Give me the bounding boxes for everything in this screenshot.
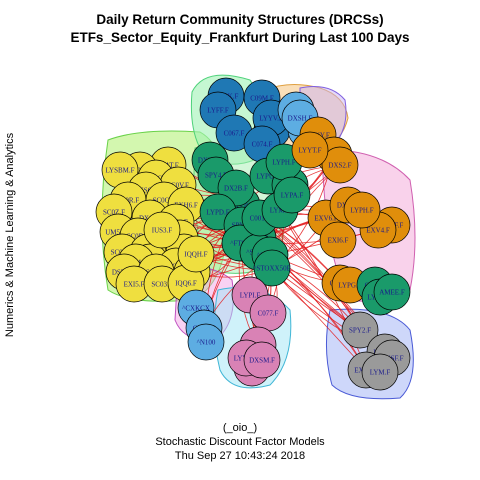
node-label: EXH6.F — [174, 202, 198, 210]
node-label: SC0Z.F — [103, 209, 125, 217]
graph-node[interactable]: IUS3.F — [143, 211, 181, 249]
graph-node[interactable]: LYPA.F — [273, 176, 311, 214]
node-label: DXSH.F — [288, 115, 313, 123]
chart-title-line1: Daily Return Community Structures (DRCSs… — [96, 12, 384, 27]
node-label: LYPH.F — [272, 159, 295, 167]
node-label: C09M.F — [250, 95, 274, 103]
node-circle — [291, 131, 329, 169]
graph-node[interactable]: C077.F — [249, 294, 287, 332]
node-label: ^STOXX50E — [253, 265, 291, 273]
node-label: IQQH.F — [184, 251, 207, 259]
node-label: UM5X.F — [105, 229, 131, 237]
nodes: STAT.FSC0U.FXDSO.FLYSBM.FSC0V.FDXSO.FSC0… — [95, 77, 411, 391]
node-circle — [321, 146, 359, 184]
node-label: SC0Q.F — [153, 197, 176, 205]
node-label: DX2B.F — [224, 185, 248, 193]
node-label: LYPD.F — [206, 209, 229, 217]
node-label: EXI6.F — [328, 237, 349, 245]
node-label: ^N100 — [197, 339, 216, 347]
node-label: LYM.F — [370, 369, 391, 377]
node-circle — [243, 341, 281, 379]
node-label: AMEE.F — [379, 289, 405, 297]
node-circle — [253, 249, 291, 287]
node-circle — [341, 311, 379, 349]
chart-title-line2: ETFs_Sector_Equity_Frankfurt During Last… — [70, 30, 410, 45]
node-circle — [177, 235, 215, 273]
graph-node[interactable]: DXSM.F — [243, 341, 281, 379]
node-label: LYPA.F — [281, 192, 304, 200]
node-label: DXSM.F — [249, 357, 275, 365]
graph-node[interactable]: IQQH.F — [177, 235, 215, 273]
graph-node[interactable]: DXS2.F — [321, 146, 359, 184]
graph-node[interactable]: ^N100 — [187, 323, 225, 361]
node-circle — [143, 211, 181, 249]
node-label: LYYV.F — [259, 115, 283, 123]
graph-node[interactable]: LYPH.F — [343, 191, 381, 229]
node-label: C077.F — [258, 310, 279, 318]
node-label: LYPG.F — [338, 282, 361, 290]
node-label: LYPP.F — [231, 202, 252, 210]
node-label: EXI5.F — [124, 281, 145, 289]
caption-line2: Stochastic Discount Factor Models — [155, 436, 325, 448]
node-label: LYPI.F — [240, 292, 261, 300]
node-label: SC03.F — [151, 281, 172, 289]
node-label: EXV6.F — [314, 215, 338, 223]
node-label: LYFF.F — [207, 107, 229, 115]
node-label: DXS2.F — [328, 162, 351, 170]
node-label: C001.F — [250, 215, 271, 223]
node-circle — [273, 176, 311, 214]
node-circle — [343, 191, 381, 229]
node-label: LYM.F — [270, 207, 291, 215]
node-label: LYPH.F — [350, 207, 373, 215]
graph-node[interactable]: LYM.F — [361, 353, 399, 391]
node-circle — [361, 353, 399, 391]
node-label: SC0V.F — [167, 182, 189, 190]
node-label: LYPU.F — [256, 173, 279, 181]
node-label: SPY2.F — [349, 327, 371, 335]
node-circle — [319, 221, 357, 259]
graph-node[interactable]: ^STOXX50E — [253, 249, 291, 287]
node-label: ^CXKCX — [182, 305, 210, 313]
node-label: LYYT.F — [298, 147, 321, 155]
graph-node[interactable]: AMEE.F — [373, 273, 411, 311]
graph-node[interactable]: SPY2.F — [341, 311, 379, 349]
node-label: ^FTSE — [230, 240, 250, 248]
node-label: LYSBM.F — [105, 167, 134, 175]
caption-line1: (_oio_) — [222, 422, 258, 434]
node-label: DXSO.F — [134, 187, 159, 195]
node-label: C067.F — [224, 130, 245, 138]
node-label: SPY4.F — [205, 172, 227, 180]
caption-line3: Thu Sep 27 10:43:24 2018 — [174, 450, 306, 462]
node-label: EXV4.F — [366, 227, 390, 235]
node-label: SC0D.F — [127, 233, 150, 241]
node-label: C074.F — [252, 141, 273, 149]
node-label: IUS3.F — [152, 227, 173, 235]
graph-node[interactable]: EXI6.F — [319, 221, 357, 259]
graph-node[interactable]: LYYT.F — [291, 131, 329, 169]
node-circle — [373, 273, 411, 311]
node-circle — [187, 323, 225, 361]
node-label: IQQ6.F — [175, 280, 197, 288]
